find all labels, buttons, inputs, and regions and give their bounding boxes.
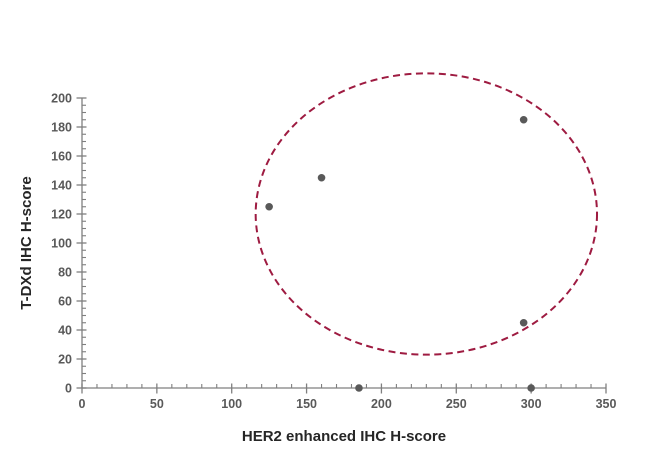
data-point — [317, 173, 326, 182]
x-tick-label: 100 — [221, 397, 242, 411]
y-tick-label: 80 — [58, 266, 72, 280]
y-tick-label: 40 — [58, 324, 72, 338]
axes-group: 0 50 100 150 200 250 300 350 0 20 40 60 80 100 120 140 1… — [51, 92, 616, 412]
data-point — [519, 115, 528, 124]
data-points-group — [265, 115, 535, 392]
data-point — [519, 318, 528, 327]
x-tick-label: 0 — [79, 397, 86, 411]
y-tick-label: 60 — [58, 295, 72, 309]
x-tick-label: 300 — [521, 397, 542, 411]
y-tick-label: 180 — [51, 121, 72, 135]
y-tick-label: 0 — [65, 382, 72, 396]
data-point — [265, 202, 273, 211]
x-tick-label: 350 — [596, 397, 617, 411]
y-tick-label: 120 — [51, 208, 72, 222]
y-tick-label: 100 — [51, 237, 72, 251]
y-axis-title: T-DXd IHC H-score — [18, 176, 35, 309]
x-tick-label: 200 — [371, 397, 392, 411]
y-tick-label: 20 — [58, 353, 72, 367]
data-point — [527, 384, 535, 392]
x-tick-label: 250 — [446, 397, 467, 411]
x-axis-title: HER2 enhanced IHC H-score — [242, 428, 446, 445]
x-tick-label: 150 — [296, 397, 317, 411]
y-tick-label: 160 — [51, 150, 72, 164]
x-tick-label: 50 — [150, 397, 164, 411]
data-point — [355, 384, 363, 392]
y-tick-label: 200 — [51, 92, 72, 106]
y-tick-label: 140 — [51, 179, 72, 193]
highlight-ellipse-annotation — [254, 72, 599, 356]
